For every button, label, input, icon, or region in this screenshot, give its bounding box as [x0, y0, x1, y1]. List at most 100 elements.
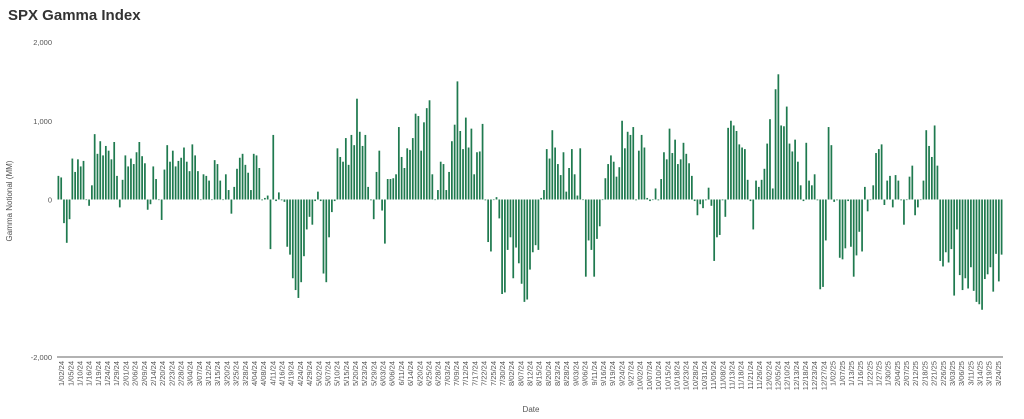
bar	[381, 199, 383, 211]
bar	[897, 180, 900, 200]
bar	[386, 179, 389, 200]
bar	[74, 171, 76, 200]
bar	[498, 199, 501, 219]
x-tick-label: 5/07/24	[323, 361, 332, 386]
bar	[104, 145, 107, 200]
bar	[637, 150, 640, 200]
x-tick-label: 3/04/24	[186, 361, 195, 386]
bar	[883, 199, 886, 206]
x-tick-label: 10/15/24	[663, 361, 672, 390]
bar	[928, 145, 930, 200]
bar	[384, 199, 386, 244]
bar	[891, 199, 894, 208]
bar	[233, 186, 236, 200]
bar	[439, 161, 442, 200]
bar	[478, 151, 481, 200]
bar	[956, 199, 958, 230]
bar	[356, 98, 358, 200]
bar	[261, 199, 263, 201]
bar	[118, 199, 121, 208]
bar	[730, 120, 732, 200]
bar	[152, 166, 155, 200]
bar	[827, 127, 830, 200]
x-tick-label: 10/31/24	[700, 361, 709, 390]
bar	[967, 199, 969, 289]
x-tick-label: 4/19/24	[287, 361, 296, 386]
bar	[392, 178, 395, 200]
bar	[372, 199, 375, 220]
bar	[110, 159, 113, 200]
bar	[908, 176, 911, 200]
bar	[635, 199, 637, 201]
x-tick-label: 10/28/24	[691, 361, 700, 390]
bar	[958, 199, 961, 276]
bar	[833, 199, 836, 202]
bar	[437, 190, 439, 200]
bar	[978, 199, 981, 305]
bar	[624, 148, 626, 200]
bar	[509, 199, 512, 238]
bar	[264, 197, 266, 200]
bar	[914, 199, 916, 216]
bar	[646, 197, 649, 200]
x-tick-label: 2/26/25	[939, 361, 948, 386]
bar	[939, 199, 942, 261]
bar	[877, 149, 880, 200]
x-tick-label: 9/24/24	[617, 361, 626, 386]
bar	[864, 186, 866, 200]
bar	[113, 142, 116, 200]
x-tick-label: 9/19/24	[608, 361, 617, 386]
x-tick-label: 12/27/24	[819, 361, 828, 390]
x-tick-label: 2/06/24	[131, 361, 140, 386]
bar	[936, 165, 939, 200]
bar	[400, 156, 403, 200]
bar	[219, 180, 222, 200]
bar	[85, 199, 88, 201]
bar	[300, 199, 303, 283]
bar	[65, 199, 68, 243]
x-tick-label: 1/19/24	[94, 361, 103, 386]
bar	[875, 153, 877, 200]
bar	[414, 113, 417, 200]
x-tick-label: 1/02/25	[829, 361, 838, 386]
bar	[506, 199, 509, 250]
x-tick-label: 3/24/25	[994, 361, 1003, 386]
bar	[319, 199, 322, 202]
bar	[342, 161, 344, 200]
bar	[456, 81, 459, 200]
bar	[378, 150, 381, 200]
bar	[269, 199, 272, 250]
bar	[629, 134, 632, 200]
bar	[752, 199, 755, 230]
x-tick-label: 4/11/24	[268, 361, 277, 385]
bar	[504, 199, 506, 293]
x-tick-label: 5/20/24	[351, 361, 360, 386]
bar	[252, 153, 255, 200]
bar	[621, 120, 623, 200]
x-tick-label: 3/12/24	[204, 361, 213, 386]
bar	[964, 199, 967, 279]
bar	[529, 199, 531, 270]
x-tick-label: 3/07/24	[195, 361, 204, 386]
x-tick-label: 11/18/24	[737, 361, 746, 390]
bar	[459, 130, 462, 200]
bar	[763, 168, 766, 200]
bar	[68, 199, 71, 220]
bar	[721, 199, 724, 201]
bar	[997, 199, 1000, 282]
bar	[847, 199, 849, 202]
bar	[322, 199, 325, 274]
bar	[428, 100, 431, 200]
bar	[185, 161, 188, 200]
bar	[495, 197, 498, 200]
bar	[922, 180, 925, 200]
bar	[755, 180, 757, 200]
bar	[523, 199, 526, 302]
bar	[774, 89, 777, 200]
bar	[735, 130, 738, 200]
x-tick-label: 10/02/24	[636, 361, 645, 390]
bar	[545, 149, 548, 200]
bar	[582, 199, 584, 201]
bar	[668, 128, 671, 200]
bar	[289, 199, 291, 255]
